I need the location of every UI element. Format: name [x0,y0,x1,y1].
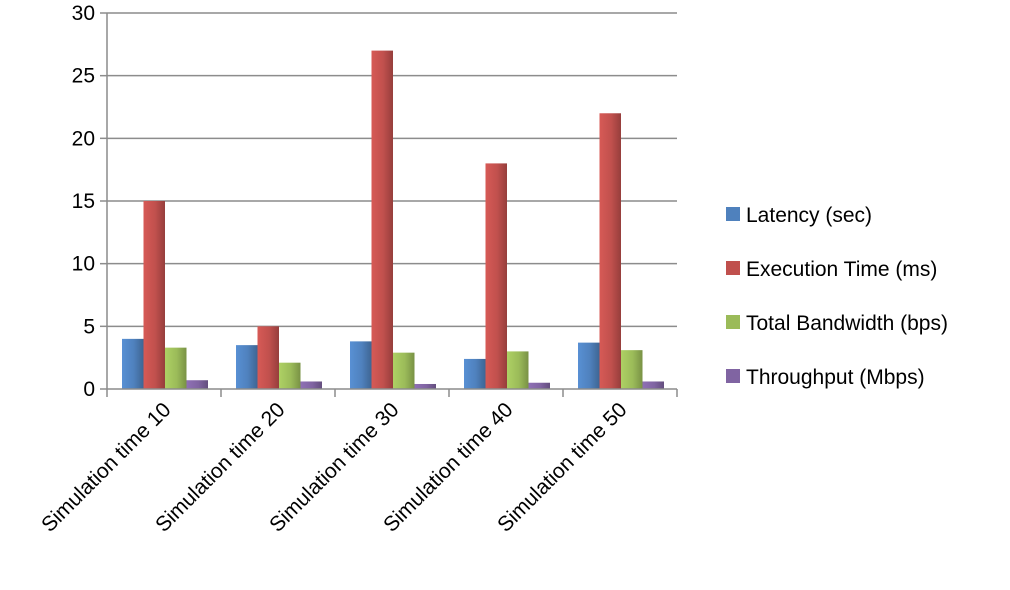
legend-swatch [726,315,740,329]
y-tick-label: 15 [72,190,95,213]
legend-label: Throughput (Mbps) [746,366,925,389]
y-tick-label: 25 [72,65,95,88]
bar-execution-time-ms-4 [485,163,507,389]
y-tick-label: 20 [72,127,95,150]
bar-latency-sec-3 [350,341,372,389]
bar-total-bandwidth-bps-2 [279,362,301,389]
bar-throughput-mbps-2 [300,381,322,389]
bar-execution-time-ms-3 [371,50,393,389]
y-tick-label: 10 [72,253,95,276]
bar-latency-sec-2 [236,345,258,389]
legend-swatch [726,207,740,221]
bar-throughput-mbps-5 [642,381,664,389]
bar-execution-time-ms-1 [143,201,165,389]
legend: Latency (sec) Execution Time (ms) Total Ba… [726,204,948,389]
legend-swatch [726,261,740,275]
bar-execution-time-ms-5 [599,113,621,390]
bars [122,50,664,390]
y-tick-label: 30 [72,2,95,25]
legend-label: Latency (sec) [746,204,872,227]
legend-swatch [726,369,740,383]
bar-total-bandwidth-bps-3 [393,352,415,389]
bar-latency-sec-4 [464,358,486,389]
bar-latency-sec-5 [578,342,600,389]
bar-throughput-mbps-3 [414,383,436,389]
bar-total-bandwidth-bps-4 [507,351,529,389]
bar-total-bandwidth-bps-5 [621,350,643,389]
bar-throughput-mbps-1 [186,380,208,389]
y-axis-tick-labels: 0 5 10 15 20 25 30 [72,2,95,401]
legend-label: Execution Time (ms) [746,258,937,281]
y-tick-label: 5 [83,315,95,338]
x-tick-label: Simulation time 50 [493,398,631,536]
legend-label: Total Bandwidth (bps) [746,312,948,335]
bar-execution-time-ms-2 [257,326,279,389]
axes [100,12,678,397]
bar-latency-sec-1 [122,338,144,389]
bar-total-bandwidth-bps-1 [165,347,187,389]
y-tick-label: 0 [83,378,95,401]
bar-throughput-mbps-4 [528,382,550,389]
